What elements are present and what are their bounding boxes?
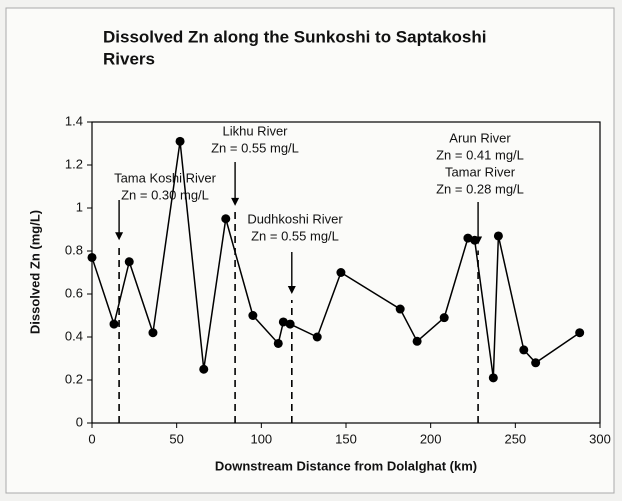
annotation: Zn = 0.55 mg/L <box>211 140 299 155</box>
point <box>488 373 498 383</box>
arrow-head <box>287 286 296 294</box>
annotation: Tamar River <box>445 164 516 179</box>
x-tick-label: 250 <box>504 431 526 446</box>
annotation: Tama Koshi River <box>114 170 217 185</box>
point <box>312 332 322 342</box>
annotation: Likhu River <box>222 123 288 138</box>
y-tick-label: 1.2 <box>65 156 83 171</box>
annotation: Zn = 0.30 mg/L <box>121 187 209 202</box>
y-tick-label: 1 <box>76 199 83 214</box>
annotation: Dudhkoshi River <box>247 211 343 226</box>
point <box>412 336 422 346</box>
point <box>278 317 288 327</box>
y-tick-label: 0.8 <box>65 242 83 257</box>
annotation: Zn = 0.55 mg/L <box>251 228 339 243</box>
x-tick-label: 300 <box>589 431 611 446</box>
y-tick-label: 0.2 <box>65 371 83 386</box>
y-tick-label: 0.4 <box>65 328 83 343</box>
point <box>248 311 258 320</box>
point <box>439 313 449 323</box>
annotation: Zn = 0.41 mg/L <box>436 147 524 162</box>
point <box>531 358 541 368</box>
y-tick-label: 1.4 <box>65 113 83 128</box>
x-tick-label: 100 <box>250 431 272 446</box>
x-axis-title: Downstream Distance from Dolalghat (km) <box>215 458 477 473</box>
x-tick-label: 150 <box>335 431 357 446</box>
arrow-head <box>115 232 124 241</box>
point <box>221 214 231 224</box>
point <box>285 319 295 329</box>
y-axis-title: Dissolved Zn (mg/L) <box>27 210 42 334</box>
x-tick-label: 50 <box>169 431 183 446</box>
point <box>199 364 209 374</box>
x-tick-label: 200 <box>420 431 442 446</box>
y-tick-label: 0.6 <box>65 285 83 300</box>
point <box>87 252 97 262</box>
point <box>175 136 185 146</box>
point <box>575 328 585 338</box>
x-tick-label: 0 <box>88 431 95 446</box>
point <box>148 328 158 338</box>
annotation: Zn = 0.28 mg/L <box>436 181 524 196</box>
point <box>493 231 503 241</box>
point <box>124 257 134 267</box>
arrow-head <box>231 197 240 206</box>
annotation: Arun River <box>449 130 511 145</box>
point <box>519 345 529 355</box>
point <box>463 233 473 243</box>
point <box>395 304 405 314</box>
frame <box>5 7 615 494</box>
chart-title: Rivers <box>103 49 155 68</box>
y-tick-label: 0 <box>76 414 83 429</box>
point <box>470 235 480 245</box>
chart-title: Dissolved Zn along the Sunkoshi to Sapta… <box>103 27 487 46</box>
point <box>336 268 346 277</box>
point <box>109 319 119 329</box>
point <box>273 338 283 348</box>
